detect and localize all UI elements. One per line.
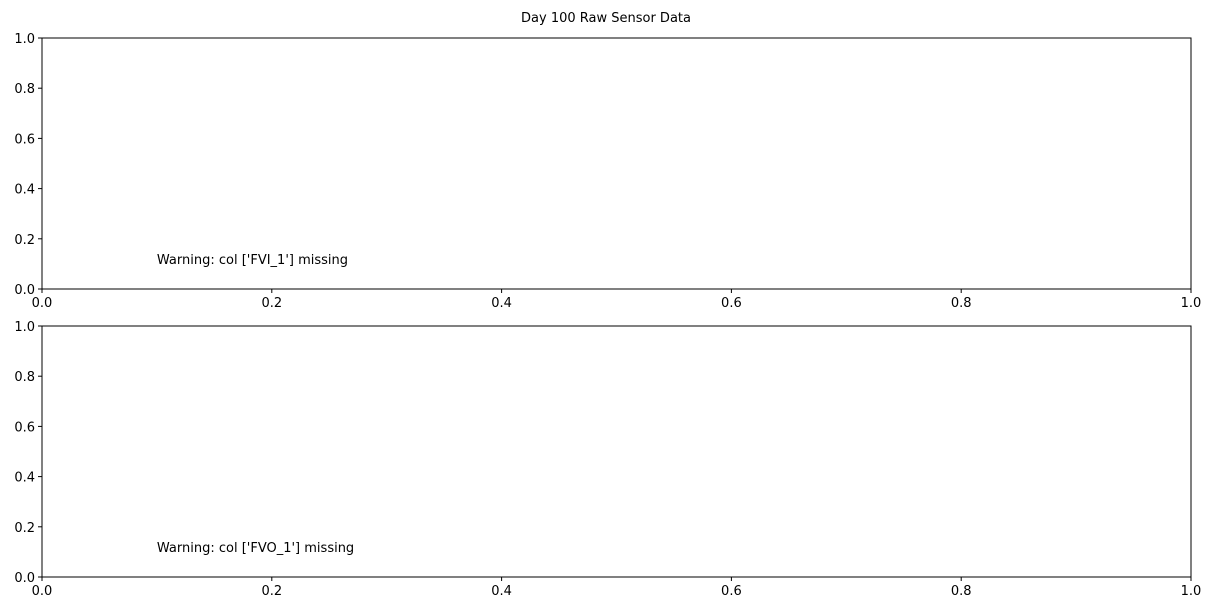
- y-tick-label: 0.8: [14, 370, 35, 385]
- x-tick-label: 0.8: [951, 296, 972, 311]
- subplot-2: 0.0 0.2 0.4 0.6 0.8 1.0 0.0 0.2 0.4 0.6 0.8 1.0 Warn…: [14, 320, 1201, 599]
- chart-title: Day 100 Raw Sensor Data: [521, 11, 691, 26]
- y-tick-label: 0.2: [14, 233, 35, 248]
- warning-annotation: Warning: col ['FVO_1'] missing: [157, 541, 354, 556]
- x-tick-label: 0.2: [261, 296, 282, 311]
- y-tick-label: 1.0: [14, 32, 35, 47]
- y-tick-label: 0.8: [14, 82, 35, 97]
- x-tick-label: 1.0: [1181, 584, 1202, 599]
- x-tick-label: 0.2: [261, 584, 282, 599]
- y-tick-label: 0.6: [14, 132, 35, 147]
- y-tick-label: 0.0: [14, 571, 35, 586]
- x-tick-label: 0.8: [951, 584, 972, 599]
- x-tick-label: 0.6: [721, 296, 742, 311]
- y-tick-label: 0.6: [14, 420, 35, 435]
- y-tick-label: 1.0: [14, 320, 35, 335]
- x-tick-label: 0.4: [491, 584, 512, 599]
- x-tick-label: 0.0: [32, 296, 53, 311]
- y-tick-label: 0.2: [14, 521, 35, 536]
- axes-frame: [41, 37, 1192, 290]
- y-tick-label: 0.4: [14, 471, 35, 486]
- warning-annotation: Warning: col ['FVI_1'] missing: [157, 253, 348, 268]
- axes-frame: [41, 325, 1192, 578]
- y-tick-label: 0.0: [14, 283, 35, 298]
- x-tick-label: 0.4: [491, 296, 512, 311]
- y-tick-label: 0.4: [14, 183, 35, 198]
- x-tick-label: 0.0: [32, 584, 53, 599]
- x-tick-label: 0.6: [721, 584, 742, 599]
- x-tick-label: 1.0: [1181, 296, 1202, 311]
- subplot-1: 0.0 0.2 0.4 0.6 0.8 1.0 0.0 0.2 0.4 0.6 0.8 1.0 Warn…: [14, 32, 1201, 311]
